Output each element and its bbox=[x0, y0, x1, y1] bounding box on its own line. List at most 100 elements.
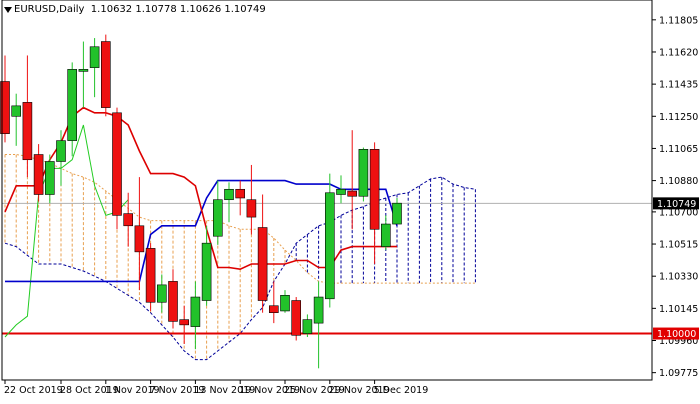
candle[interactable] bbox=[380, 215, 391, 251]
candle[interactable] bbox=[324, 173, 335, 308]
candle[interactable] bbox=[112, 107, 122, 230]
candle-body bbox=[67, 69, 77, 141]
candle[interactable] bbox=[347, 130, 358, 230]
candle[interactable] bbox=[168, 269, 178, 329]
y-tick-label: 1.10880 bbox=[659, 176, 698, 187]
price-axis: 1.11805 1.11620 1.11435 1.11250 1.11065 1.108… bbox=[1, 0, 699, 381]
candle-body bbox=[134, 225, 145, 253]
candle-body bbox=[246, 199, 257, 218]
candle-body bbox=[179, 319, 189, 326]
candle[interactable] bbox=[157, 274, 167, 313]
candle-body bbox=[112, 112, 122, 216]
y-tick-label: 1.10330 bbox=[659, 272, 698, 283]
symbol-menu-icon[interactable] bbox=[4, 7, 12, 13]
candle[interactable] bbox=[358, 147, 369, 202]
candle-body bbox=[268, 305, 279, 313]
candle[interactable] bbox=[123, 192, 133, 247]
candle-body bbox=[44, 161, 55, 195]
candle[interactable] bbox=[224, 182, 234, 223]
candle[interactable] bbox=[145, 243, 156, 311]
candle[interactable] bbox=[336, 175, 346, 204]
candle[interactable] bbox=[44, 154, 55, 204]
y-tick-label: 1.11065 bbox=[659, 144, 698, 155]
candle[interactable] bbox=[101, 34, 111, 117]
candle[interactable] bbox=[235, 180, 245, 216]
candle-body bbox=[33, 154, 44, 195]
candle[interactable] bbox=[0, 55, 10, 143]
x-tick-label: 7 Nov 2019 bbox=[150, 385, 205, 396]
candle[interactable] bbox=[33, 144, 44, 202]
candle-body bbox=[380, 223, 391, 247]
x-tick-label: 28 Oct 2019 bbox=[60, 385, 119, 396]
candle[interactable] bbox=[190, 281, 201, 350]
candle[interactable] bbox=[201, 225, 212, 306]
chikou-span bbox=[4, 124, 129, 338]
candle[interactable] bbox=[134, 177, 145, 291]
x-tick-label: 1 Nov 2019 bbox=[105, 385, 160, 396]
candle[interactable] bbox=[313, 281, 324, 369]
y-tick-label: 1.11250 bbox=[659, 112, 698, 123]
candle-body bbox=[201, 242, 212, 301]
senkou-span-a bbox=[4, 176, 476, 361]
candle[interactable] bbox=[56, 130, 66, 186]
candle-body bbox=[392, 202, 402, 225]
candle[interactable] bbox=[78, 41, 89, 108]
level-price-tag-text: 1.10000 bbox=[657, 329, 696, 340]
candle-body bbox=[257, 227, 268, 301]
candle[interactable] bbox=[11, 93, 21, 146]
y-tick-label: 1.10515 bbox=[659, 240, 698, 251]
candle[interactable] bbox=[392, 197, 402, 225]
current-price-tag bbox=[653, 197, 699, 210]
candle[interactable] bbox=[179, 305, 189, 344]
candle-body bbox=[358, 149, 369, 197]
candle-body bbox=[336, 188, 346, 195]
candle[interactable] bbox=[246, 164, 257, 235]
level-price-tag bbox=[653, 327, 699, 340]
x-tick-label: 29 Nov 2019 bbox=[329, 385, 390, 396]
candle[interactable] bbox=[369, 142, 380, 265]
candle[interactable] bbox=[67, 62, 77, 157]
candle-body bbox=[101, 41, 111, 108]
candle-body bbox=[123, 213, 133, 227]
candle-body bbox=[324, 192, 335, 300]
candle-body bbox=[235, 188, 245, 199]
candle-body bbox=[0, 81, 10, 134]
y-tick-label: 1.11805 bbox=[659, 15, 698, 26]
candle-body bbox=[78, 69, 89, 72]
candle[interactable] bbox=[257, 194, 268, 313]
candle-body bbox=[157, 284, 167, 303]
senkou-span-b bbox=[5, 154, 476, 284]
candle-body bbox=[224, 188, 234, 201]
y-tick-label: 1.09775 bbox=[659, 368, 698, 379]
symbol-label: EURUSD,Daily bbox=[14, 4, 85, 15]
candle[interactable] bbox=[213, 180, 223, 245]
candle[interactable] bbox=[89, 38, 100, 98]
candle[interactable] bbox=[302, 314, 313, 338]
x-tick-label: 19 Nov 2019 bbox=[239, 385, 300, 396]
y-tick-label: 1.11435 bbox=[659, 80, 698, 91]
plot-frame bbox=[1, 0, 653, 381]
candle-body bbox=[313, 296, 324, 324]
kijun-sen bbox=[5, 179, 398, 283]
candle-body bbox=[369, 149, 380, 230]
candle-body bbox=[291, 300, 302, 336]
chart-header: EURUSD,Daily 1.10632 1.10778 1.10626 1.1… bbox=[14, 4, 266, 15]
candle-body bbox=[89, 46, 100, 68]
x-tick-label: 5 Dec 2019 bbox=[374, 385, 429, 396]
candle-body bbox=[56, 140, 66, 162]
candle[interactable] bbox=[291, 297, 302, 341]
candle[interactable] bbox=[280, 290, 290, 313]
candle-body bbox=[280, 295, 290, 312]
candle-body bbox=[145, 248, 156, 303]
candlesticks[interactable] bbox=[0, 34, 402, 369]
candle-body bbox=[302, 319, 313, 334]
candle[interactable] bbox=[268, 281, 279, 324]
y-tick-label: 1.09960 bbox=[659, 336, 698, 347]
candle-body bbox=[168, 281, 178, 322]
x-tick-label: 22 Oct 2019 bbox=[4, 385, 63, 396]
candle[interactable] bbox=[22, 55, 33, 178]
ohlc-values: 1.10632 1.10778 1.10626 1.10749 bbox=[90, 4, 266, 15]
